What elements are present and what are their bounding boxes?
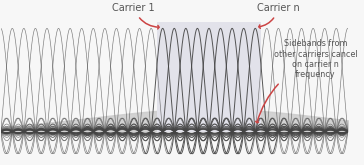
Text: Sidebands from
other carriers cancel
on carrier n
frequency: Sidebands from other carriers cancel on …: [256, 39, 357, 123]
Text: Carrier n: Carrier n: [257, 3, 300, 28]
Text: Carrier 1: Carrier 1: [112, 3, 159, 29]
FancyBboxPatch shape: [157, 22, 261, 132]
